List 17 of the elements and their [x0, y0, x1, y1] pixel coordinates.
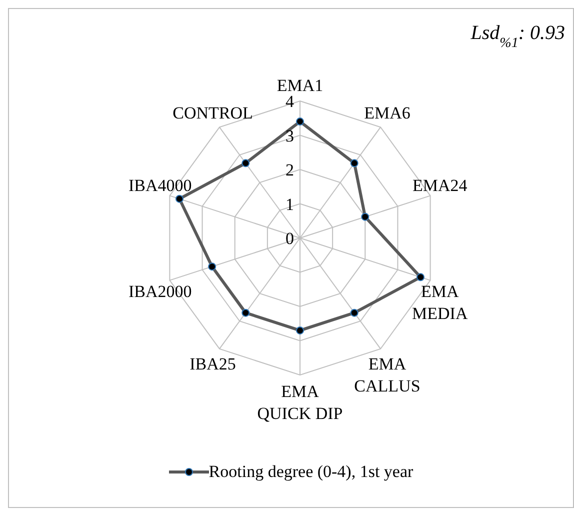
spoke-label: IBA2000 — [128, 282, 192, 301]
spoke-label: EMA24 — [412, 176, 468, 196]
spoke-label: IBA25 — [190, 354, 236, 374]
y-tick-label: 3 — [286, 126, 294, 146]
spoke-label: IBA4000 — [128, 176, 192, 196]
y-tick-label: 4 — [286, 92, 294, 111]
spoke-label: EMA1 — [276, 76, 324, 95]
spoke-label: EMA MEDIA — [412, 282, 468, 323]
legend-label: Rooting degree (0-4), 1st year — [208, 462, 414, 482]
y-tick-label: 2 — [286, 160, 294, 180]
y-tick-label: 0 — [286, 229, 294, 248]
spoke-label: EMA6 — [364, 104, 410, 123]
spoke-label: EMA QUICK DIP — [257, 382, 343, 423]
y-tick-label: 1 — [286, 194, 294, 214]
text: Lsd$_{%1}$: 0.93 — [470, 22, 565, 50]
spoke-label: CONTROL — [172, 104, 253, 123]
spoke-label: EMA CALLUS — [354, 354, 420, 396]
